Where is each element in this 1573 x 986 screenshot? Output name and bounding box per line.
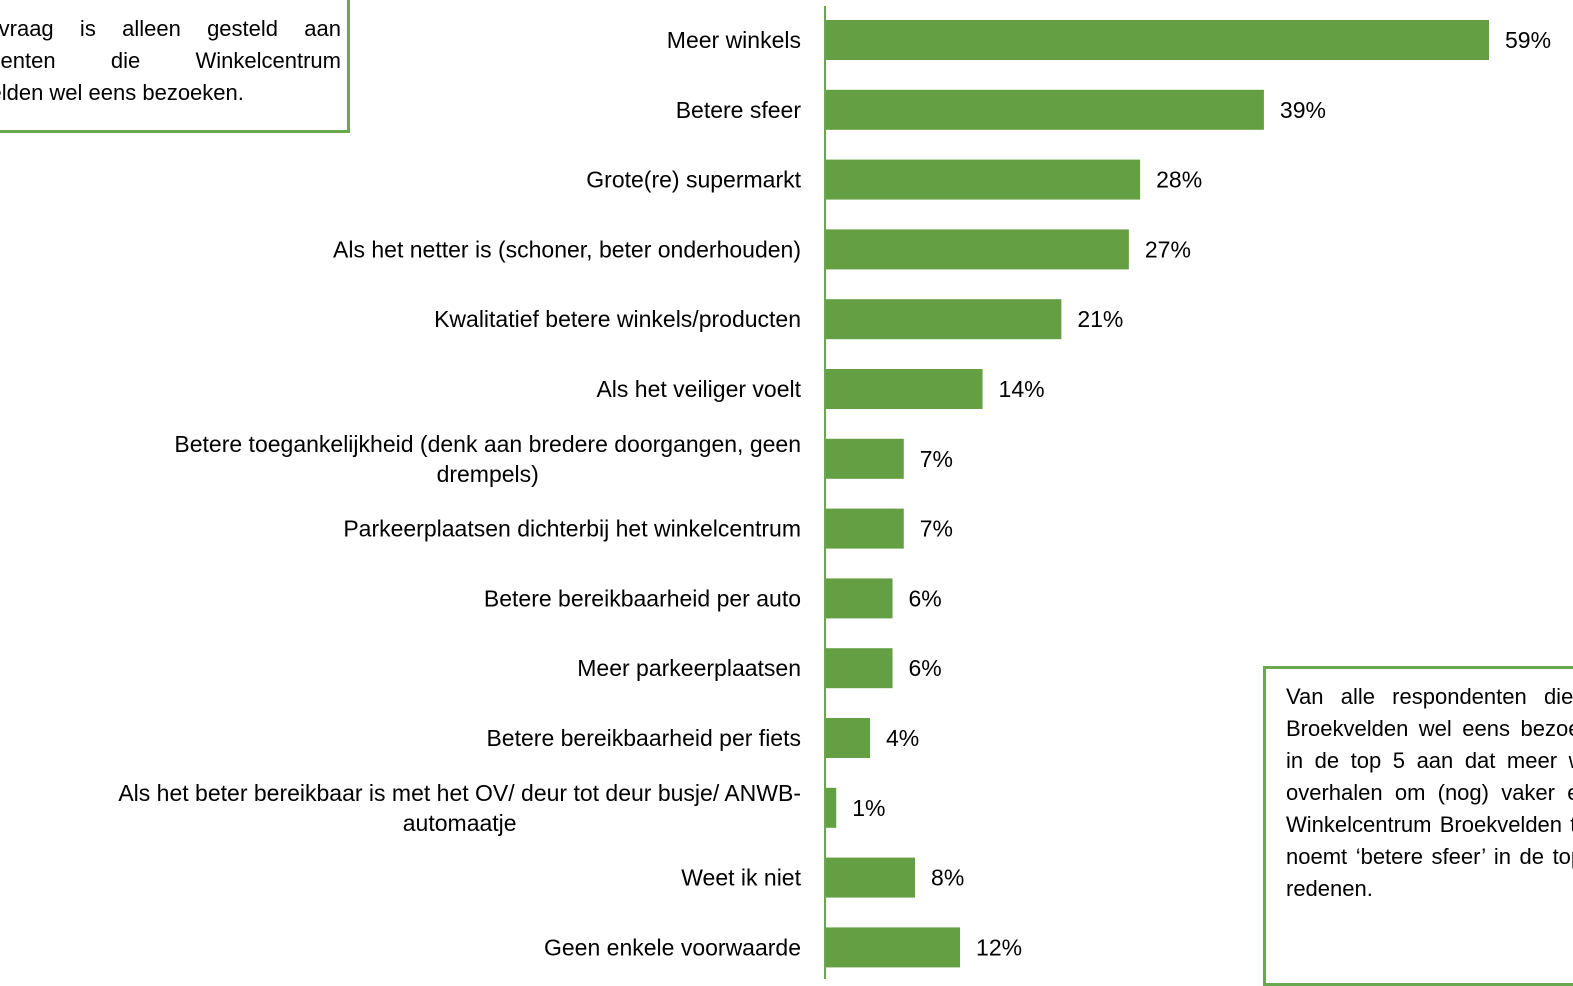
value-label: 1%: [852, 795, 885, 821]
value-label: 12%: [976, 934, 1022, 960]
value-label: 4%: [886, 725, 919, 751]
value-label: 39%: [1280, 97, 1326, 123]
category-label: Grote(re) supermarkt: [586, 167, 801, 193]
bar: [825, 648, 893, 689]
value-label: 7%: [920, 516, 953, 542]
category-label: Weet ik niet: [681, 865, 801, 891]
note-bottom-box: Van alle respondenten die Winkelcentrum …: [1263, 666, 1573, 986]
bar: [825, 229, 1129, 270]
category-label: automaatje: [403, 810, 517, 836]
value-label: 28%: [1156, 167, 1202, 193]
note-bottom-text: Van alle respondenten die Winkelcentrum …: [1286, 684, 1573, 901]
category-label: Meer winkels: [667, 27, 801, 53]
bar: [825, 578, 893, 619]
bar: [825, 927, 961, 968]
category-label: Betere toegankelijkheid (denk aan breder…: [174, 431, 801, 457]
value-label: 21%: [1077, 306, 1123, 332]
category-label: Parkeerplaatsen dichterbij het winkelcen…: [343, 516, 801, 542]
category-label: Betere bereikbaarheid per auto: [484, 585, 801, 611]
category-label: Geen enkele voorwaarde: [544, 934, 801, 960]
bar: [825, 299, 1062, 340]
value-label-group: 59% 39% 28% 27% 21% 14% 7% 7% 6% 6% 4% 1% 8% 12%: [852, 27, 1551, 960]
category-label: Als het beter bereikbaar is met het OV/ …: [118, 780, 801, 806]
category-label: Betere sfeer: [676, 97, 802, 123]
category-label: Kwalitatief betere winkels/producten: [434, 306, 801, 332]
category-label: Betere bereikbaarheid per fiets: [486, 725, 801, 751]
value-label: 14%: [999, 376, 1045, 402]
category-label: Meer parkeerplaatsen: [577, 655, 801, 681]
value-label: 59%: [1505, 27, 1551, 53]
bar: [825, 438, 904, 479]
bar: [825, 89, 1264, 130]
category-label: Als het veiliger voelt: [596, 376, 801, 402]
category-label: drempels): [437, 461, 539, 487]
category-label-group: Meer winkels Betere sfeer Grote(re) superm…: [118, 27, 801, 960]
bar: [825, 787, 837, 828]
value-label: 6%: [909, 655, 942, 681]
bar-group: [825, 20, 1489, 968]
bar: [825, 857, 916, 898]
bar: [825, 369, 983, 409]
value-label: 7%: [920, 446, 953, 472]
value-label: 6%: [909, 585, 942, 611]
value-label: 27%: [1145, 236, 1191, 262]
note-top-text: Deze vraag is alleen gesteld aan respond…: [0, 16, 341, 105]
value-label: 8%: [931, 865, 964, 891]
bar: [825, 159, 1141, 200]
note-top-box: Deze vraag is alleen gesteld aan respond…: [0, 0, 350, 133]
bar: [825, 508, 904, 549]
category-label: Als het netter is (schoner, beter onderh…: [333, 236, 801, 262]
bar: [825, 718, 871, 758]
bar: [825, 20, 1489, 60]
note-top-clip: Deze vraag is alleen gesteld aan respond…: [0, 0, 380, 134]
